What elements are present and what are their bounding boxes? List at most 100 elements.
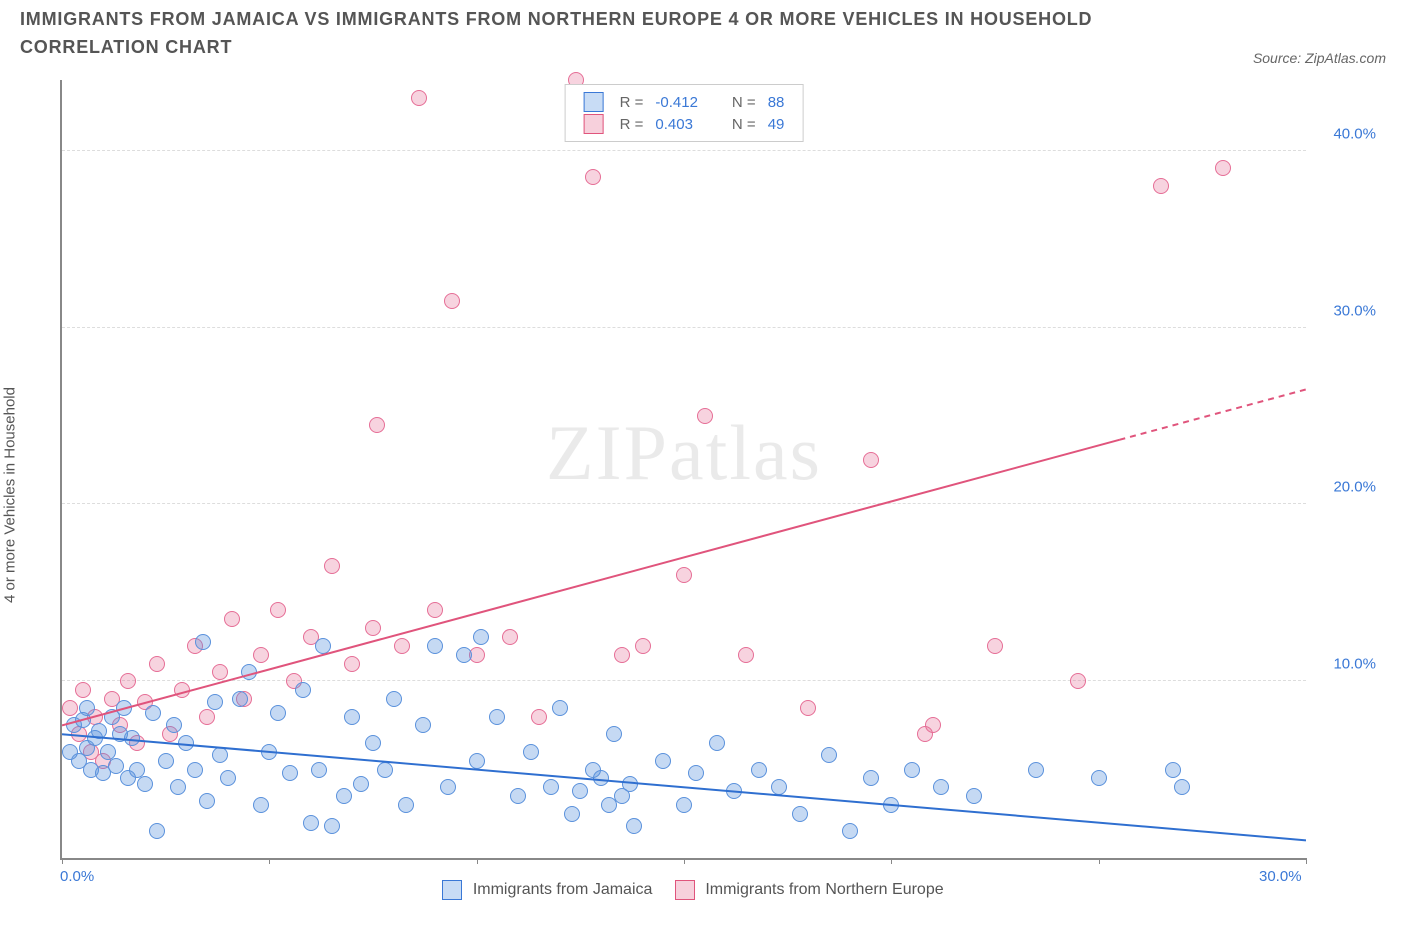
x-tick: [1306, 858, 1307, 864]
point-series-a: [324, 818, 340, 834]
plot-area: ZIPatlas R = -0.412 N = 88 R = 0.403 N =: [60, 80, 1306, 860]
chart-title: IMMIGRANTS FROM JAMAICA VS IMMIGRANTS FR…: [20, 6, 1186, 62]
point-series-a: [116, 700, 132, 716]
point-series-a: [427, 638, 443, 654]
point-series-a: [232, 691, 248, 707]
point-series-b: [394, 638, 410, 654]
stats-legend: R = -0.412 N = 88 R = 0.403 N = 49: [565, 84, 804, 142]
point-series-b: [149, 656, 165, 672]
point-series-a: [771, 779, 787, 795]
r-value-b: 0.403: [649, 113, 704, 135]
x-tick: [62, 858, 63, 864]
point-series-b: [75, 682, 91, 698]
stats-row-a: R = -0.412 N = 88: [578, 91, 791, 113]
point-series-a: [220, 770, 236, 786]
n-value-b: 49: [762, 113, 791, 135]
y-tick-label: 10.0%: [1333, 656, 1376, 673]
point-series-b: [697, 408, 713, 424]
x-tick: [1099, 858, 1100, 864]
y-tick-label: 20.0%: [1333, 479, 1376, 496]
point-series-b: [987, 638, 1003, 654]
point-series-a: [626, 818, 642, 834]
y-tick-label: 30.0%: [1333, 302, 1376, 319]
point-series-a: [473, 629, 489, 645]
watermark: ZIPatlas: [546, 408, 822, 498]
point-series-a: [456, 647, 472, 663]
point-series-b: [676, 567, 692, 583]
point-series-b: [585, 169, 601, 185]
point-series-a: [751, 762, 767, 778]
point-series-a: [377, 762, 393, 778]
point-series-a: [365, 735, 381, 751]
x-axis-max-label: 30.0%: [1259, 868, 1302, 885]
point-series-a: [195, 634, 211, 650]
r-label-a: R =: [614, 91, 650, 113]
point-series-a: [79, 700, 95, 716]
point-series-a: [543, 779, 559, 795]
point-series-b: [427, 602, 443, 618]
point-series-b: [863, 452, 879, 468]
point-series-a: [564, 806, 580, 822]
point-series-a: [212, 747, 228, 763]
point-series-a: [415, 717, 431, 733]
point-series-a: [606, 726, 622, 742]
x-tick: [477, 858, 478, 864]
point-series-b: [270, 602, 286, 618]
point-series-b: [224, 611, 240, 627]
point-series-a: [336, 788, 352, 804]
point-series-a: [726, 783, 742, 799]
point-series-a: [552, 700, 568, 716]
point-series-a: [187, 762, 203, 778]
point-series-a: [966, 788, 982, 804]
point-series-a: [1165, 762, 1181, 778]
point-series-a: [572, 783, 588, 799]
point-series-a: [344, 709, 360, 725]
point-series-a: [149, 823, 165, 839]
point-series-b: [444, 293, 460, 309]
point-series-a: [311, 762, 327, 778]
gridline: [62, 503, 1306, 504]
watermark-atlas: atlas: [669, 409, 822, 496]
point-series-a: [523, 744, 539, 760]
point-series-a: [440, 779, 456, 795]
point-series-a: [792, 806, 808, 822]
point-series-b: [369, 417, 385, 433]
point-series-a: [821, 747, 837, 763]
point-series-b: [614, 647, 630, 663]
n-value-a: 88: [762, 91, 791, 113]
point-series-b: [62, 700, 78, 716]
point-series-a: [709, 735, 725, 751]
point-series-a: [842, 823, 858, 839]
gridline: [62, 150, 1306, 151]
point-series-a: [295, 682, 311, 698]
n-label-b: N =: [726, 113, 762, 135]
point-series-a: [469, 753, 485, 769]
point-series-a: [622, 776, 638, 792]
point-series-b: [174, 682, 190, 698]
point-series-a: [904, 762, 920, 778]
point-series-a: [510, 788, 526, 804]
point-series-b: [120, 673, 136, 689]
point-series-b: [1070, 673, 1086, 689]
series-legend: Immigrants from Jamaica Immigrants from …: [62, 880, 1306, 900]
trend-lines: [62, 80, 1306, 858]
n-label-a: N =: [726, 91, 762, 113]
chart-container: 4 or more Vehicles in Household ZIPatlas…: [20, 80, 1386, 910]
x-tick: [891, 858, 892, 864]
point-series-a: [386, 691, 402, 707]
point-series-a: [933, 779, 949, 795]
point-series-b: [365, 620, 381, 636]
point-series-a: [137, 776, 153, 792]
point-series-a: [91, 723, 107, 739]
point-series-a: [253, 797, 269, 813]
point-series-a: [398, 797, 414, 813]
swatch-series-a-bottom: [442, 880, 462, 900]
point-series-a: [124, 730, 140, 746]
point-series-a: [315, 638, 331, 654]
y-axis-label: 4 or more Vehicles in Household: [2, 387, 19, 603]
point-series-b: [925, 717, 941, 733]
point-series-a: [145, 705, 161, 721]
point-series-a: [863, 770, 879, 786]
x-axis-min-label: 0.0%: [60, 868, 94, 885]
point-series-b: [738, 647, 754, 663]
